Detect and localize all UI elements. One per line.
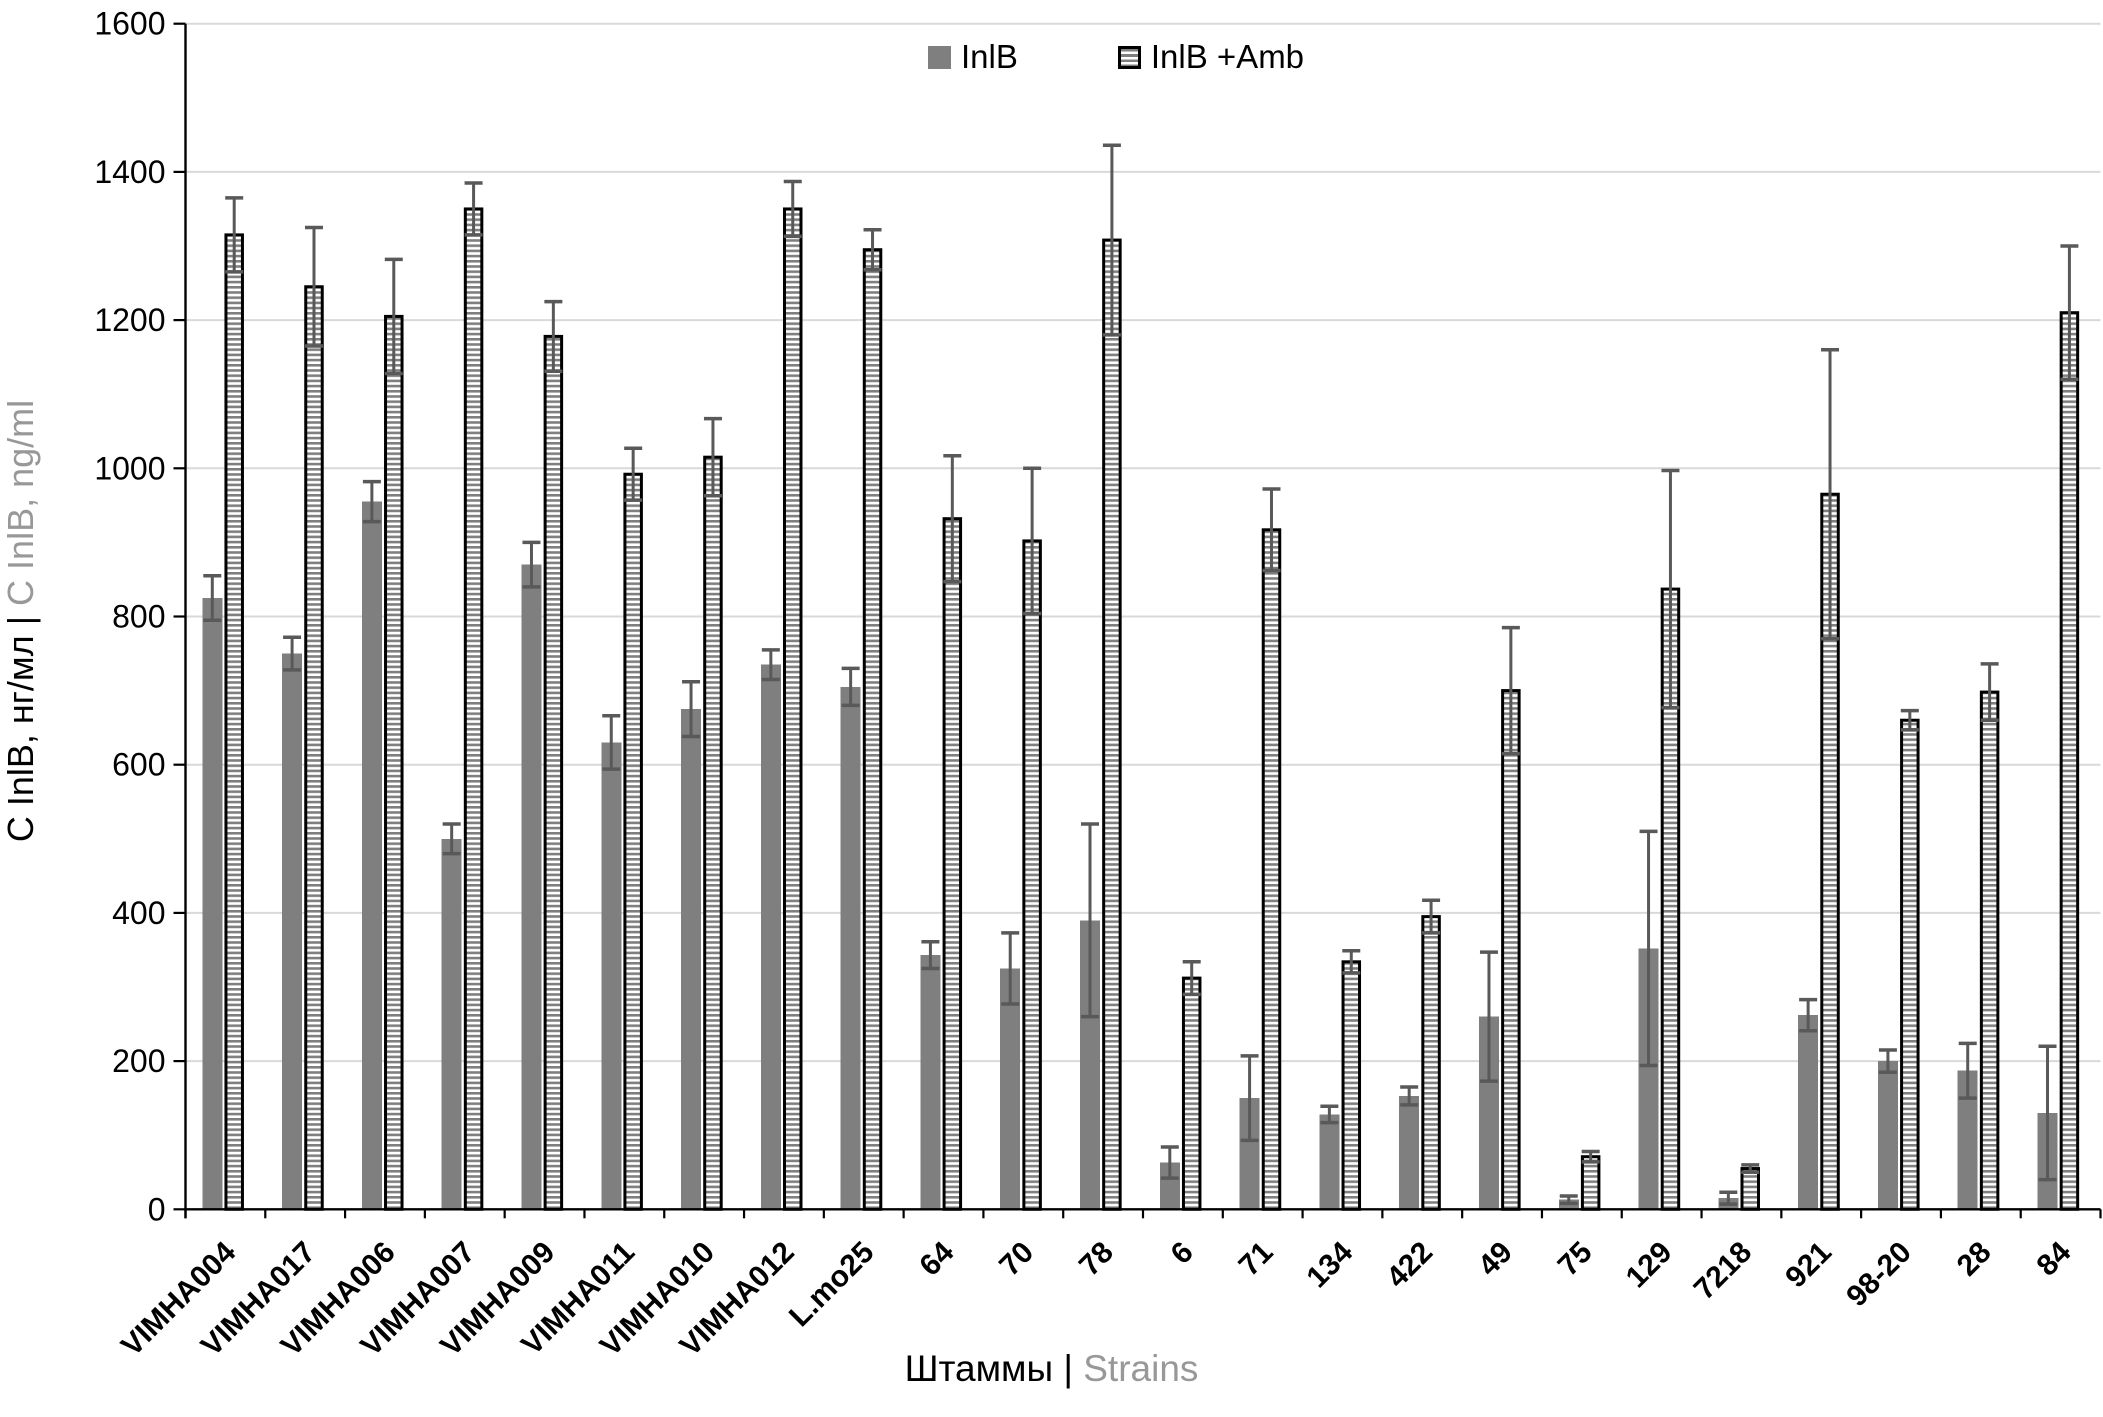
bar-inlb-amb <box>1181 976 1202 1211</box>
y-tick-label: 800 <box>112 599 165 635</box>
bar-inlb <box>1080 920 1101 1210</box>
bar-inlb-amb <box>1421 915 1441 1211</box>
legend-label-inlb-amb: InlB +Amb <box>1150 38 1305 75</box>
x-axis-title-russian: Штаммы <box>904 1348 1054 1389</box>
bar-inlb <box>1159 1162 1180 1210</box>
bar-inlb <box>760 664 781 1210</box>
bar-inlb <box>1319 1114 1340 1210</box>
bar-inlb <box>920 955 941 1210</box>
y-axis-title-english: C InlB, ng/ml <box>0 399 41 606</box>
x-category-label: 129 <box>1620 1236 1679 1295</box>
chart-legend: InlB InlB +Amb <box>928 38 1304 76</box>
bar-inlb-amb <box>1341 960 1362 1211</box>
bar-inlb-amb <box>384 314 404 1211</box>
x-category-label: 49 <box>1472 1236 1519 1283</box>
x-category-label: 7218 <box>1688 1236 1759 1307</box>
x-axis-title-english: Strains <box>1083 1348 1199 1389</box>
bar-inlb-amb <box>1261 528 1282 1211</box>
bar-inlb-amb <box>942 517 963 1211</box>
bar-inlb-amb <box>1102 238 1122 1211</box>
bar-inlb <box>1877 1061 1898 1210</box>
bar-inlb <box>840 686 861 1210</box>
bar-inlb <box>1000 968 1021 1210</box>
y-tick-label: 600 <box>112 747 165 783</box>
bar-inlb <box>601 742 622 1210</box>
x-category-label: 71 <box>1233 1236 1280 1283</box>
legend-swatch-striped-icon <box>1117 45 1141 69</box>
bar-inlb-amb <box>862 248 883 1211</box>
bar-inlb-amb <box>1022 539 1042 1211</box>
bar-inlb-amb <box>1580 1155 1601 1211</box>
x-category-label: 422 <box>1380 1236 1439 1295</box>
x-axis-title: Штаммы | Strains <box>0 1348 2103 1390</box>
bar-inlb <box>282 653 303 1210</box>
bar-inlb <box>1478 1016 1499 1210</box>
bar-inlb <box>361 501 382 1210</box>
bar-inlb <box>441 838 462 1210</box>
bar-inlb <box>681 709 702 1210</box>
bar-inlb-amb <box>543 334 564 1211</box>
y-tick-label: 1200 <box>94 302 165 338</box>
x-category-label: 78 <box>1073 1236 1120 1283</box>
y-tick-label: 400 <box>112 895 165 931</box>
x-category-label: 64 <box>913 1235 960 1282</box>
legend-item-inlb: InlB <box>928 38 1018 76</box>
y-tick-label: 200 <box>112 1043 165 1079</box>
bar-inlb <box>1239 1098 1260 1210</box>
bar-inlb <box>1399 1095 1420 1210</box>
bar-inlb-amb <box>1900 718 1920 1211</box>
bar-inlb-amb <box>1979 690 2000 1211</box>
bar-inlb <box>521 564 542 1210</box>
bar-inlb <box>1957 1070 1978 1210</box>
x-category-label: 921 <box>1779 1236 1838 1295</box>
bar-inlb-amb <box>703 455 723 1211</box>
bar-inlb <box>202 597 223 1210</box>
y-tick-label: 1600 <box>94 6 165 42</box>
x-category-label: 98-20 <box>1840 1236 1918 1314</box>
y-tick-label: 0 <box>148 1191 166 1227</box>
bar-inlb-amb <box>224 233 244 1211</box>
legend-label-inlb: InlB <box>961 38 1018 75</box>
y-axis-title: С InlB, нг/мл | C InlB, ng/ml <box>0 216 42 1026</box>
y-axis-title-russian: С InlB, нг/мл <box>0 635 41 843</box>
bar-inlb-amb <box>463 207 484 1211</box>
bar-inlb-amb <box>304 285 324 1211</box>
x-category-label: 70 <box>993 1236 1040 1283</box>
bar-inlb-amb <box>623 472 643 1211</box>
legend-item-inlb-amb: InlB +Amb <box>1117 38 1305 76</box>
bar-inlb <box>1638 948 1659 1210</box>
y-tick-label: 1400 <box>94 154 165 190</box>
bar-inlb-amb <box>2059 311 2080 1211</box>
bar-inlb-amb <box>1501 689 1521 1211</box>
bar-inlb <box>1798 1015 1819 1210</box>
x-axis-title-separator: | <box>1053 1348 1084 1389</box>
legend-swatch-solid-icon <box>928 45 951 69</box>
y-tick-label: 1000 <box>94 450 165 486</box>
bar-inlb-amb <box>782 207 803 1211</box>
x-category-label: 28 <box>1951 1236 1998 1283</box>
x-category-label: 134 <box>1301 1235 1360 1294</box>
x-category-label: 84 <box>2030 1235 2077 1282</box>
y-axis-title-separator: | <box>0 605 41 636</box>
x-category-label: 75 <box>1552 1236 1599 1283</box>
x-category-label: 6 <box>1165 1236 1200 1271</box>
x-category-label: L.mo25 <box>783 1236 881 1334</box>
bar-inlb-amb <box>1740 1167 1760 1211</box>
